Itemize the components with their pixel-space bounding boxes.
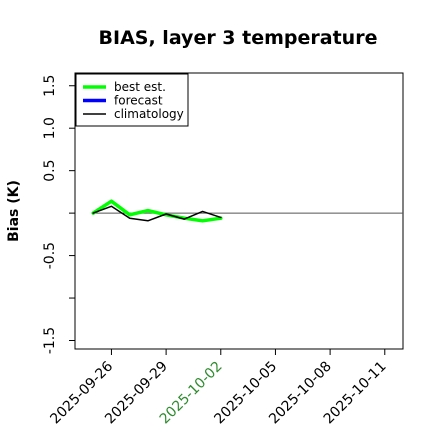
- plot-area: [74, 72, 404, 350]
- series-line-climatology: [92, 205, 222, 222]
- legend-box: [75, 73, 189, 127]
- chart-title: BIAS, layer 3 temperature: [99, 27, 378, 49]
- legend-label: best est.: [114, 80, 166, 94]
- legend-label: forecast: [114, 94, 163, 108]
- legend-label: climatology: [114, 107, 184, 121]
- y-tick-label: -1.5: [42, 327, 58, 354]
- y-tick-label: 1.5: [42, 75, 58, 97]
- axes-group: -1.5-0.50.51.01.52025-09-262025-09-29202…: [42, 75, 403, 427]
- series-group: [91, 199, 223, 223]
- y-tick-label: -0.5: [42, 242, 58, 269]
- y-tick-label: 0.5: [42, 160, 58, 182]
- y-tick-label: 1.0: [42, 117, 58, 139]
- y-axis-label: Bias (K): [6, 180, 22, 242]
- series-line-best-est: [91, 199, 223, 223]
